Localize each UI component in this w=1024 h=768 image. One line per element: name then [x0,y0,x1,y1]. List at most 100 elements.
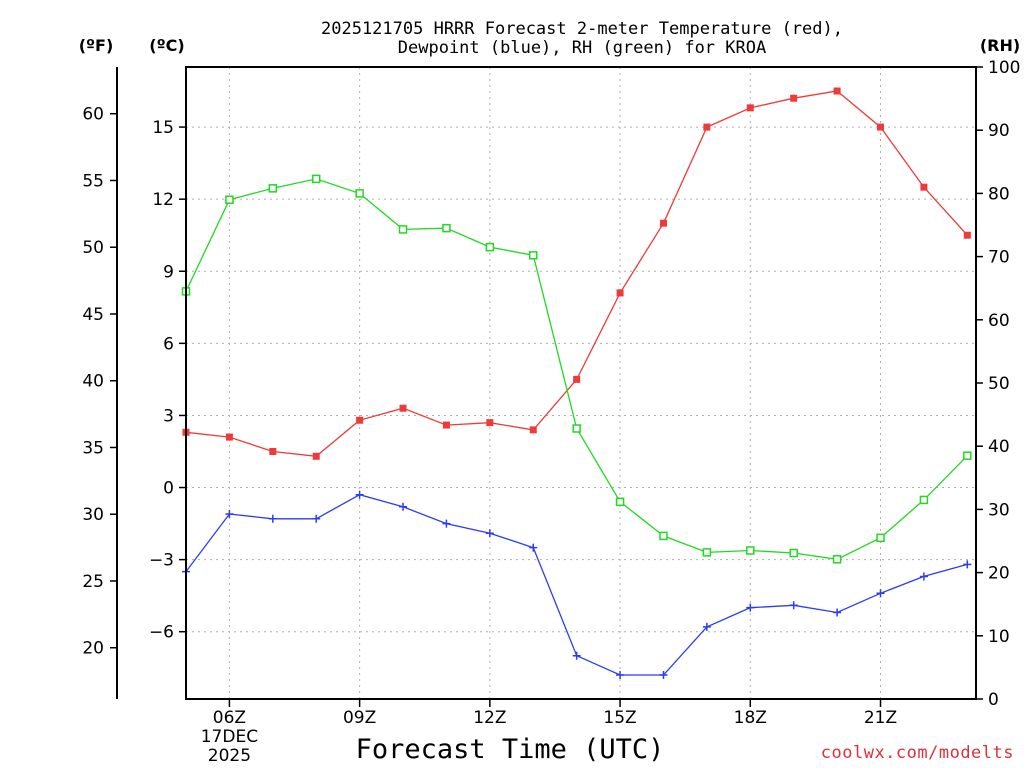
x-tick-year-label: 2025 [208,746,251,766]
dewpoint-point [312,514,321,523]
temperature-point [486,419,494,427]
temperature-point [225,433,233,441]
temperature-point [573,375,581,383]
x-tick-label: 12Z [473,708,506,728]
dewpoint-series [182,490,972,679]
fahrenheit-tick-label: 25 [82,572,104,592]
temperature-point [920,183,928,191]
dewpoint-point [485,529,494,538]
rh-point [615,497,625,507]
rh-point [919,495,929,505]
celsius-tick-label: 15 [152,118,174,138]
axis-layer [116,66,977,700]
temperature-point [442,421,450,429]
temperature-point [963,231,971,239]
rh-tick-label: 60 [988,311,1010,331]
fahrenheit-tick-label: 55 [82,171,104,191]
temperature-point [616,289,624,297]
dewpoint-point [963,560,972,569]
celsius-tick-label: −3 [149,551,174,571]
series-layer [181,87,972,679]
x-tick-label: 06Z [213,708,246,728]
dewpoint-point [355,490,364,499]
rh-point [225,195,234,204]
rh-tick-label: 90 [988,121,1010,141]
dewpoint-point [746,603,755,612]
rh-tick-label: 10 [988,627,1010,647]
fahrenheit-unit-label: (ºF) [79,36,114,55]
rh-point [355,189,364,198]
rh-tick-label: 80 [988,184,1010,204]
fahrenheit-tick-label: 40 [82,372,104,392]
temperature-point [659,219,667,227]
rh-point [659,531,668,541]
celsius-tick-label: 0 [163,479,174,499]
temperature-point [790,94,798,102]
celsius-tick-label: 3 [163,406,174,426]
x-tick-label: 18Z [734,708,767,728]
temperature-point [312,452,320,460]
rh-point [702,548,712,557]
dewpoint-point [876,589,885,598]
dewpoint-point [225,509,234,518]
rh-tick-label: 70 [988,248,1010,268]
temperature-point [529,426,537,434]
rh-unit-label: (RH) [980,36,1020,55]
rh-point [311,174,321,184]
chart-title-line2: Dewpoint (blue), RH (green) for KROA [398,38,766,58]
dewpoint-point [919,572,928,581]
fahrenheit-tick-label: 45 [82,305,104,325]
credit-label: coolwx.com/modelts [821,743,1014,763]
dewpoint-point [702,622,711,631]
temperature-point [833,87,841,95]
dewpoint-line [185,494,968,676]
temperature-point [703,123,711,131]
celsius-tick-label: 6 [163,334,174,354]
dewpoint-point [616,670,625,679]
rh-point [485,242,495,252]
dewpoint-point [268,514,277,523]
rh-tick-label: 40 [988,437,1010,457]
celsius-tick-label: 9 [163,262,174,282]
rh-point [789,548,798,558]
rh-tick-label: 50 [988,374,1010,394]
rh-point [398,225,408,234]
dewpoint-point [529,543,538,552]
rh-tick-label: 0 [988,690,999,710]
temperature-point [877,123,885,131]
fahrenheit-tick-label: 30 [82,505,104,525]
x-axis-title: Forecast Time (UTC) [356,734,665,765]
temperature-point [269,447,277,455]
dewpoint-point [789,601,798,610]
rh-point [746,546,755,555]
dewpoint-point [659,670,668,679]
celsius-tick-label: 12 [152,190,174,210]
rh-tick-label: 20 [988,564,1010,584]
fahrenheit-tick-label: 60 [82,105,104,125]
x-tick-label: 09Z [343,708,376,728]
labels-layer: 2025121705 HRRR Forecast 2-meter Tempera… [79,19,1020,765]
plot-frame [185,66,977,700]
x-tick-label: 15Z [603,708,636,728]
rh-line [185,178,968,560]
rh-point [876,533,885,543]
rh-tick-label: 30 [988,500,1010,520]
grid-layer [186,67,976,699]
x-tick-date-label: 17DEC [201,727,258,747]
chart-title-line1: 2025121705 HRRR Forecast 2-meter Tempera… [321,19,843,39]
dewpoint-point [399,502,408,511]
celsius-tick-label: −6 [149,623,174,643]
fahrenheit-tick-label: 35 [82,438,104,458]
celsius-unit-label: (ºC) [149,36,184,55]
dewpoint-point [442,519,451,528]
rh-tick-label: 100 [988,58,1020,78]
temperature-point [356,416,364,424]
fahrenheit-tick-label: 50 [82,238,104,258]
rh-point [268,184,278,193]
temperature-series [182,87,971,460]
x-tick-label: 21Z [864,708,897,728]
temperature-point [746,104,754,112]
